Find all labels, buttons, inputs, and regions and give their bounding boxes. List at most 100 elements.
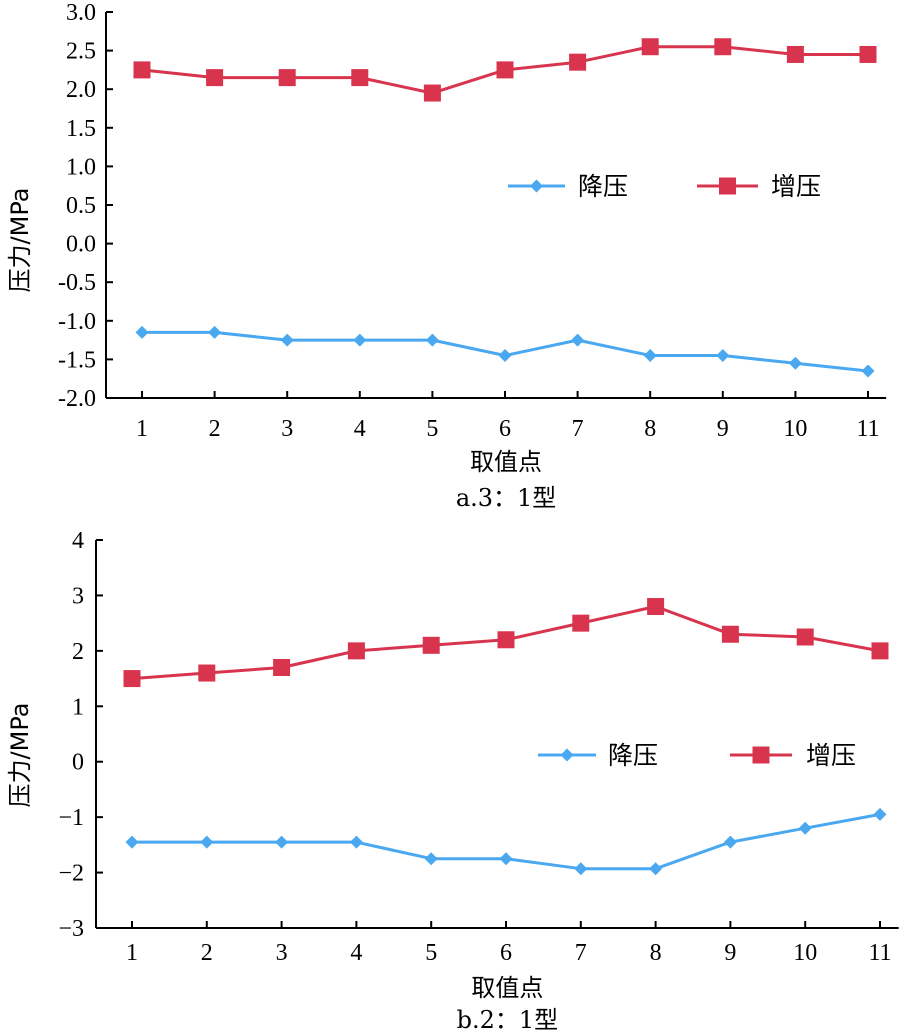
x-tick-label: 11 — [856, 416, 879, 442]
x-tick-label: 9 — [724, 940, 736, 966]
point-depressurize — [498, 349, 512, 363]
x-tick-label: 8 — [650, 940, 662, 966]
y-tick-label: −3 — [58, 916, 84, 942]
legend-marker-pressurize — [752, 746, 770, 764]
x-tick-label: 8 — [644, 416, 656, 442]
x-tick-label: 10 — [793, 940, 817, 966]
y-tick-label: 3.0 — [66, 0, 96, 26]
point-pressurize — [796, 628, 814, 646]
x-tick-label: 7 — [572, 416, 584, 442]
y-tick-label: 1.0 — [66, 154, 96, 180]
legend-marker-pressurize — [719, 177, 736, 195]
point-depressurize — [425, 333, 439, 347]
y-tick-label: -0.5 — [58, 270, 96, 296]
x-tick-label: 3 — [276, 940, 288, 966]
point-pressurize — [497, 631, 515, 649]
point-depressurize — [349, 835, 363, 849]
x-tick-label: 2 — [209, 416, 221, 442]
legend-label-pressurize: 增压 — [806, 741, 856, 770]
x-tick-label: 7 — [575, 940, 587, 966]
point-pressurize — [647, 598, 665, 616]
x-axis-title: 取值点 — [470, 448, 542, 476]
y-tick-label: 1.5 — [66, 116, 96, 142]
x-axis-title: 取值点 — [471, 974, 543, 1002]
point-pressurize — [496, 61, 514, 79]
point-depressurize — [873, 807, 887, 821]
x-tick-label: 3 — [281, 416, 293, 442]
legend: 降压 增压 — [538, 741, 856, 770]
y-tick-label: 4 — [72, 528, 84, 554]
point-pressurize — [133, 61, 151, 79]
x-tick-label: 9 — [717, 416, 729, 442]
x-tick-label: 1 — [136, 416, 148, 442]
y-tick-label: 2.5 — [66, 39, 96, 65]
point-depressurize — [208, 325, 222, 339]
x-tick-label: 2 — [201, 940, 213, 966]
y-tick-label: 2.0 — [66, 77, 96, 103]
figure-caption: b.2：1型 — [457, 1006, 559, 1032]
y-tick-label: -2.0 — [58, 386, 96, 412]
y-tick-label: 2 — [72, 639, 84, 665]
point-pressurize — [714, 38, 732, 56]
x-tick-label: 11 — [868, 940, 891, 966]
point-depressurize — [125, 835, 139, 849]
point-pressurize — [572, 614, 590, 632]
point-depressurize — [574, 862, 588, 876]
y-axis-title: 压力/MPa — [6, 188, 34, 293]
point-depressurize — [571, 333, 585, 347]
legend: 降压 增压 — [508, 172, 821, 201]
point-depressurize — [424, 852, 438, 866]
point-pressurize — [422, 636, 440, 654]
point-depressurize — [723, 835, 737, 849]
y-tick-label: 0.0 — [66, 232, 96, 258]
y-axis-title: 压力/MPa — [6, 703, 34, 808]
legend-label-pressurize: 增压 — [771, 172, 821, 201]
x-tick-label: 6 — [499, 416, 511, 442]
point-pressurize — [198, 664, 216, 682]
figure-caption: a.3：1型 — [456, 484, 556, 512]
x-tick-label: 1 — [126, 940, 138, 966]
x-tick-label: 4 — [350, 940, 362, 966]
point-pressurize — [206, 69, 224, 87]
point-depressurize — [788, 356, 802, 370]
point-pressurize — [786, 45, 804, 63]
y-tick-label: 1 — [72, 694, 84, 720]
chart-a: 3.0 2.5 2.0 1.5 1.0 0.5 0.0 -0.5 -1.0 -1.5 -2.0 1 2 3… — [6, 0, 887, 512]
point-pressurize — [423, 84, 441, 102]
y-tick-label: 0.5 — [66, 193, 96, 219]
legend-label-depressurize: 降压 — [578, 172, 628, 201]
point-pressurize — [273, 658, 291, 676]
point-pressurize — [347, 642, 365, 660]
x-tick-label: 5 — [426, 416, 438, 442]
y-tick-label: 0 — [72, 750, 84, 776]
point-depressurize — [275, 835, 289, 849]
point-pressurize — [123, 670, 141, 688]
y-tick-label: −2 — [58, 861, 84, 887]
point-pressurize — [859, 45, 877, 63]
point-depressurize — [499, 852, 513, 866]
point-pressurize — [351, 69, 369, 87]
point-pressurize — [721, 625, 739, 643]
y-tick-label: -1.5 — [58, 347, 96, 373]
legend-marker-depressurize — [530, 179, 543, 193]
legend-marker-depressurize — [560, 748, 574, 762]
x-tick-label: 4 — [354, 416, 366, 442]
point-depressurize — [280, 333, 294, 347]
point-depressurize — [200, 835, 214, 849]
point-depressurize — [861, 364, 875, 378]
y-tick-label: −1 — [58, 805, 84, 831]
point-pressurize — [278, 69, 296, 87]
point-depressurize — [716, 349, 730, 363]
point-pressurize — [569, 53, 587, 71]
point-depressurize — [135, 325, 149, 339]
point-pressurize — [871, 642, 889, 660]
point-pressurize — [641, 38, 659, 56]
legend-label-depressurize: 降压 — [608, 741, 658, 770]
x-tick-label: 6 — [500, 940, 512, 966]
point-depressurize — [643, 349, 657, 363]
point-depressurize — [649, 862, 663, 876]
y-tick-label: -1.0 — [58, 309, 96, 335]
x-tick-label: 5 — [425, 940, 437, 966]
